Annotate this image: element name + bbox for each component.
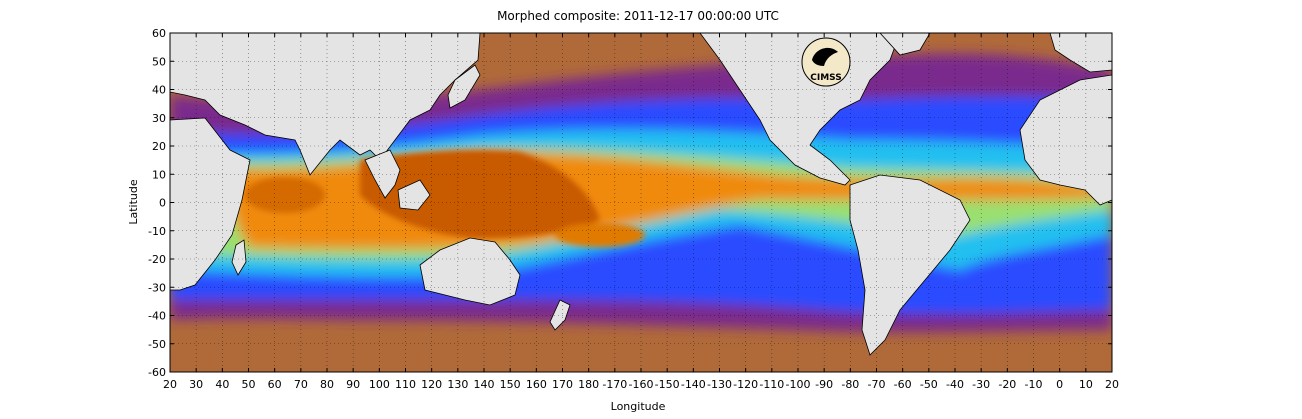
x-tick-label: -50: [920, 378, 938, 391]
x-tick-label: -30: [972, 378, 990, 391]
land-masses: [170, 33, 1112, 356]
y-tick-label: -30: [148, 281, 166, 294]
x-axis-label: Longitude: [611, 400, 666, 413]
y-tick-label: 40: [152, 84, 166, 97]
x-tick-label: -20: [998, 378, 1016, 391]
europe-africa-right-land: [1019, 74, 1112, 206]
x-tick-label: 120: [421, 378, 442, 391]
x-tick-label: -160: [629, 378, 654, 391]
x-tick-label: -110: [759, 378, 784, 391]
map-grid: [170, 33, 1112, 372]
australia-land: [419, 237, 521, 306]
madagascar-land: [231, 239, 247, 276]
eurasia-land: [170, 33, 481, 176]
x-tick-label: -100: [786, 378, 811, 391]
x-tick-label: -80: [841, 378, 859, 391]
map-plot-area: [170, 33, 1112, 372]
x-tick-label: 160: [526, 378, 547, 391]
x-tick-label: 100: [369, 378, 390, 391]
x-axis: 20 30 40 50 60 70 80 90 100 110 120 130 140 150 160 170…: [163, 33, 1119, 391]
y-tick-label: 10: [152, 168, 166, 181]
greenland-land: [879, 33, 931, 56]
x-tick-label: -90: [815, 378, 833, 391]
x-tick-label: 150: [500, 378, 521, 391]
japan-land: [447, 64, 481, 109]
x-tick-label: -10: [1025, 378, 1043, 391]
y-tick-label: 50: [152, 55, 166, 68]
x-tick-label: -150: [655, 378, 680, 391]
new-zealand-land: [549, 299, 571, 331]
north-america-land: [699, 33, 901, 186]
x-tick-label: 0: [1056, 378, 1063, 391]
y-tick-label: -60: [148, 366, 166, 379]
x-tick-label: -140: [681, 378, 706, 391]
y-axis: 60 50 40 30 20 10 0 -10 -20 -30 -40 -50 -60: [148, 27, 1112, 379]
y-tick-label: 0: [159, 197, 166, 210]
africa-land: [170, 117, 251, 291]
x-tick-label: 90: [346, 378, 360, 391]
y-tick-label: 60: [152, 27, 166, 40]
logo-text: CIMSS: [810, 73, 841, 83]
intense-moisture-core: [245, 150, 645, 247]
x-tick-label: 40: [215, 378, 229, 391]
x-tick-label: -120: [733, 378, 758, 391]
x-tick-label: 80: [320, 378, 334, 391]
x-tick-label: -60: [894, 378, 912, 391]
y-tick-label: -10: [148, 225, 166, 238]
x-tick-label: 20: [163, 378, 177, 391]
x-tick-label: -70: [868, 378, 886, 391]
cimss-logo: CIMSS: [801, 37, 851, 87]
x-tick-label: 180: [578, 378, 599, 391]
x-tick-label: -130: [707, 378, 732, 391]
x-tick-label: 140: [474, 378, 495, 391]
x-tick-label: 130: [447, 378, 468, 391]
y-tick-label: -50: [148, 338, 166, 351]
x-tick-label: 70: [294, 378, 308, 391]
y-axis-label: Latitude: [127, 179, 140, 225]
europe-north-land: [1049, 33, 1112, 73]
y-tick-label: -20: [148, 253, 166, 266]
x-tick-label: 30: [189, 378, 203, 391]
x-tick-label: 20: [1105, 378, 1119, 391]
x-tick-label: -40: [946, 378, 964, 391]
chart-title: Morphed composite: 2011-12-17 00:00:00 U…: [497, 9, 779, 23]
y-tick-label: 30: [152, 112, 166, 125]
x-tick-label: 60: [268, 378, 282, 391]
y-tick-label: 20: [152, 140, 166, 153]
x-tick-label: 50: [242, 378, 256, 391]
x-tick-label: 170: [552, 378, 573, 391]
x-tick-label: -170: [602, 378, 627, 391]
x-tick-label: 10: [1079, 378, 1093, 391]
y-tick-label: -40: [148, 310, 166, 323]
x-tick-label: 110: [395, 378, 416, 391]
south-america-land: [849, 174, 971, 356]
